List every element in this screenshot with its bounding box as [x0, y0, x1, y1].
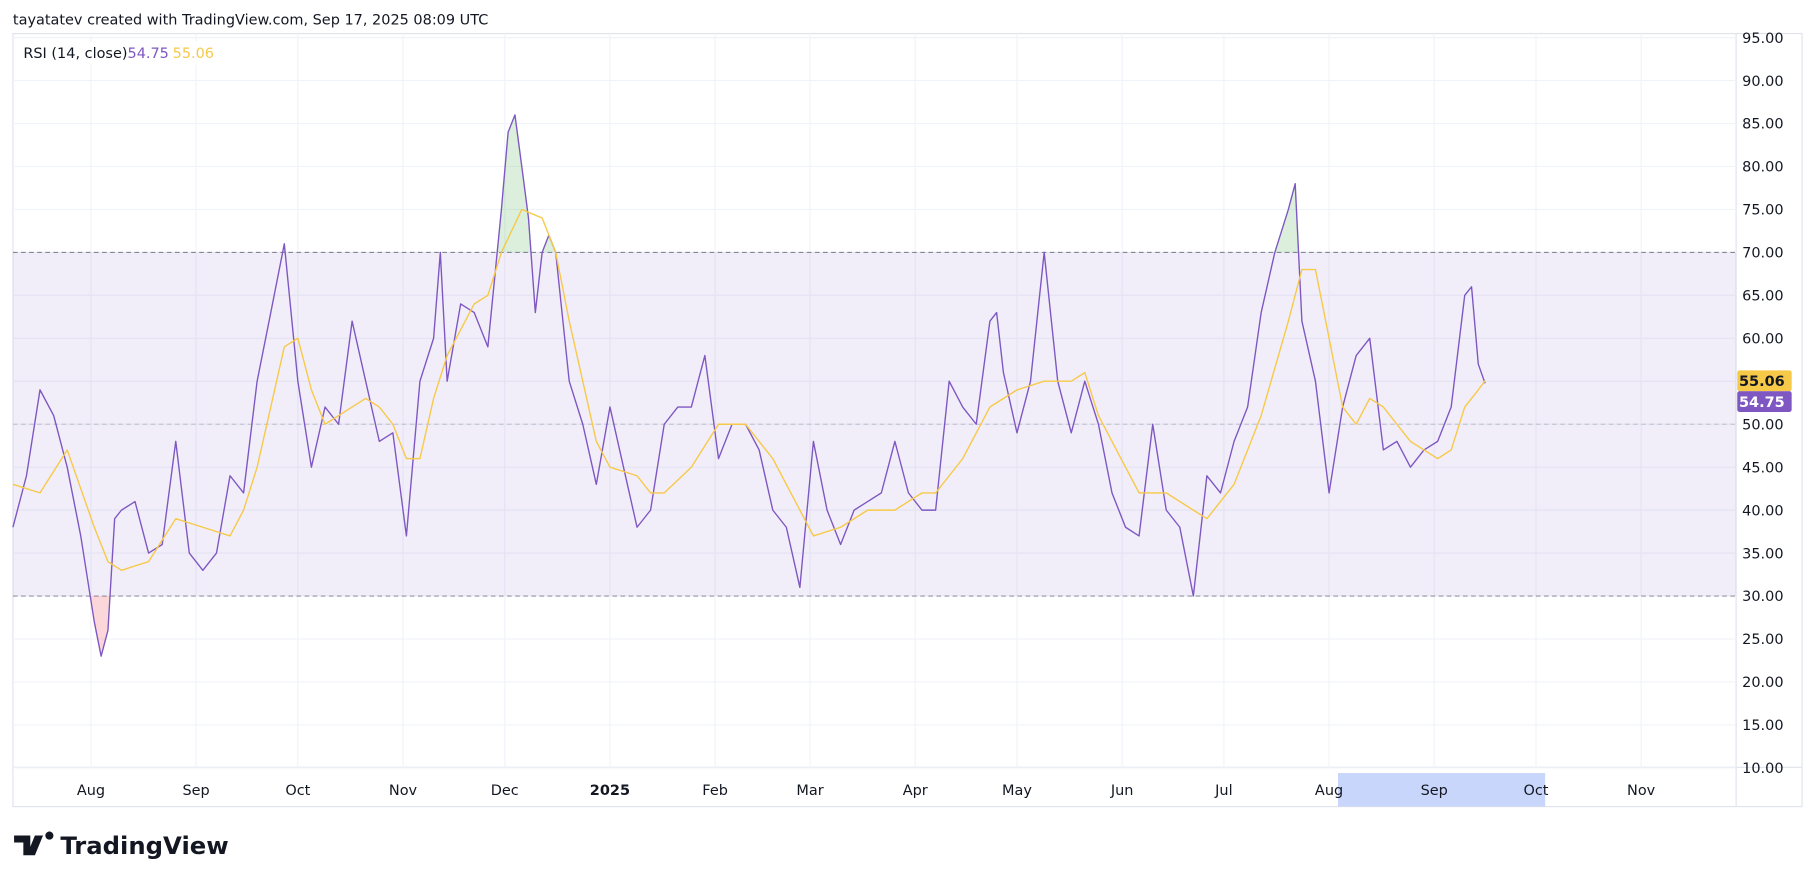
- rsi-line: [12, 114, 1486, 657]
- y-tick-label: 35.00: [1742, 546, 1783, 562]
- y-tick-label: 25.00: [1742, 632, 1783, 648]
- y-tick-label: 50.00: [1742, 417, 1783, 433]
- x-tick-label: Feb: [702, 783, 728, 799]
- price-tag-label: 55.06: [1739, 374, 1785, 390]
- y-tick-label: 90.00: [1742, 74, 1783, 90]
- header: tayatatev created with TradingView.com, …: [13, 12, 488, 28]
- x-tick-label: Nov: [389, 783, 418, 799]
- x-tick-label: Sep: [1421, 783, 1448, 799]
- x-tick-label: Oct: [285, 783, 310, 799]
- y-tick-label: 20.00: [1742, 675, 1783, 691]
- y-tick-label: 15.00: [1742, 718, 1783, 734]
- x-tick-label: Mar: [796, 783, 823, 799]
- y-tick-label: 70.00: [1742, 246, 1783, 262]
- x-tick-label: Aug: [1315, 783, 1343, 799]
- y-tick-label: 60.00: [1742, 332, 1783, 348]
- x-tick-label: Jun: [1110, 783, 1134, 799]
- price-tag-bg: [1737, 370, 1792, 392]
- y-tick-label: 80.00: [1742, 160, 1783, 176]
- y-tick-label: 65.00: [1742, 289, 1783, 305]
- ma-line: [12, 208, 1486, 571]
- x-tick-label: Oct: [1523, 783, 1548, 799]
- x-tick-label: Aug: [77, 783, 105, 799]
- x-tick-label: 2025: [590, 783, 630, 799]
- y-tick-label: 85.00: [1742, 117, 1783, 133]
- price-tag: 54.75: [1737, 391, 1792, 412]
- legend-value: 54.75: [127, 46, 168, 62]
- x-tick-label: May: [1002, 783, 1032, 799]
- chart-frame: [12, 32, 1803, 808]
- x-tick-label: Dec: [491, 783, 519, 799]
- y-tick-label: 40.00: [1742, 503, 1783, 519]
- y-tick-label: 10.00: [1742, 761, 1783, 777]
- x-tick-label: Jul: [1214, 783, 1232, 799]
- x-tick-label: Sep: [182, 783, 209, 799]
- range-highlight: [1338, 773, 1546, 807]
- price-tag-label: 54.75: [1739, 395, 1785, 411]
- price-tag: 55.06: [1737, 370, 1792, 392]
- y-tick-label: 75.00: [1742, 203, 1783, 219]
- legend: RSI (14, close) 54.75 55.06: [16, 41, 218, 65]
- legend-title: RSI (14, close): [23, 46, 127, 62]
- legend-bg: [16, 41, 218, 65]
- x-tick-label: Nov: [1627, 783, 1656, 799]
- logo: TradingView: [14, 831, 229, 860]
- y-tick-label: 45.00: [1742, 460, 1783, 476]
- y-tick-label: 30.00: [1742, 589, 1783, 605]
- price-tag-bg: [1737, 391, 1792, 412]
- logo-text: TradingView: [60, 831, 228, 860]
- logo-icon: [14, 831, 54, 856]
- x-tick-label: Apr: [903, 783, 928, 799]
- y-tick-label: 95.00: [1742, 31, 1783, 47]
- legend-value: 55.06: [173, 46, 214, 62]
